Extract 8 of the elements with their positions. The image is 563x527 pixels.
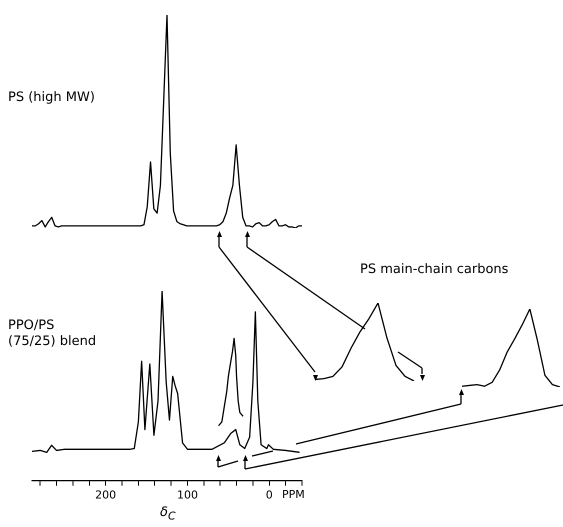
x-tick-label: 100 xyxy=(176,488,198,502)
x-tick-label: 0 xyxy=(266,488,273,502)
x-tick-label: 200 xyxy=(95,488,116,502)
chart-title: PS main-chain carbons xyxy=(360,262,510,278)
text: PPM xyxy=(282,488,305,501)
text: PPO/PS (75/25) blend xyxy=(8,318,98,350)
x-axis-title: δ$_{C}$ xyxy=(160,505,176,523)
text: PS (high MW) xyxy=(8,90,96,106)
